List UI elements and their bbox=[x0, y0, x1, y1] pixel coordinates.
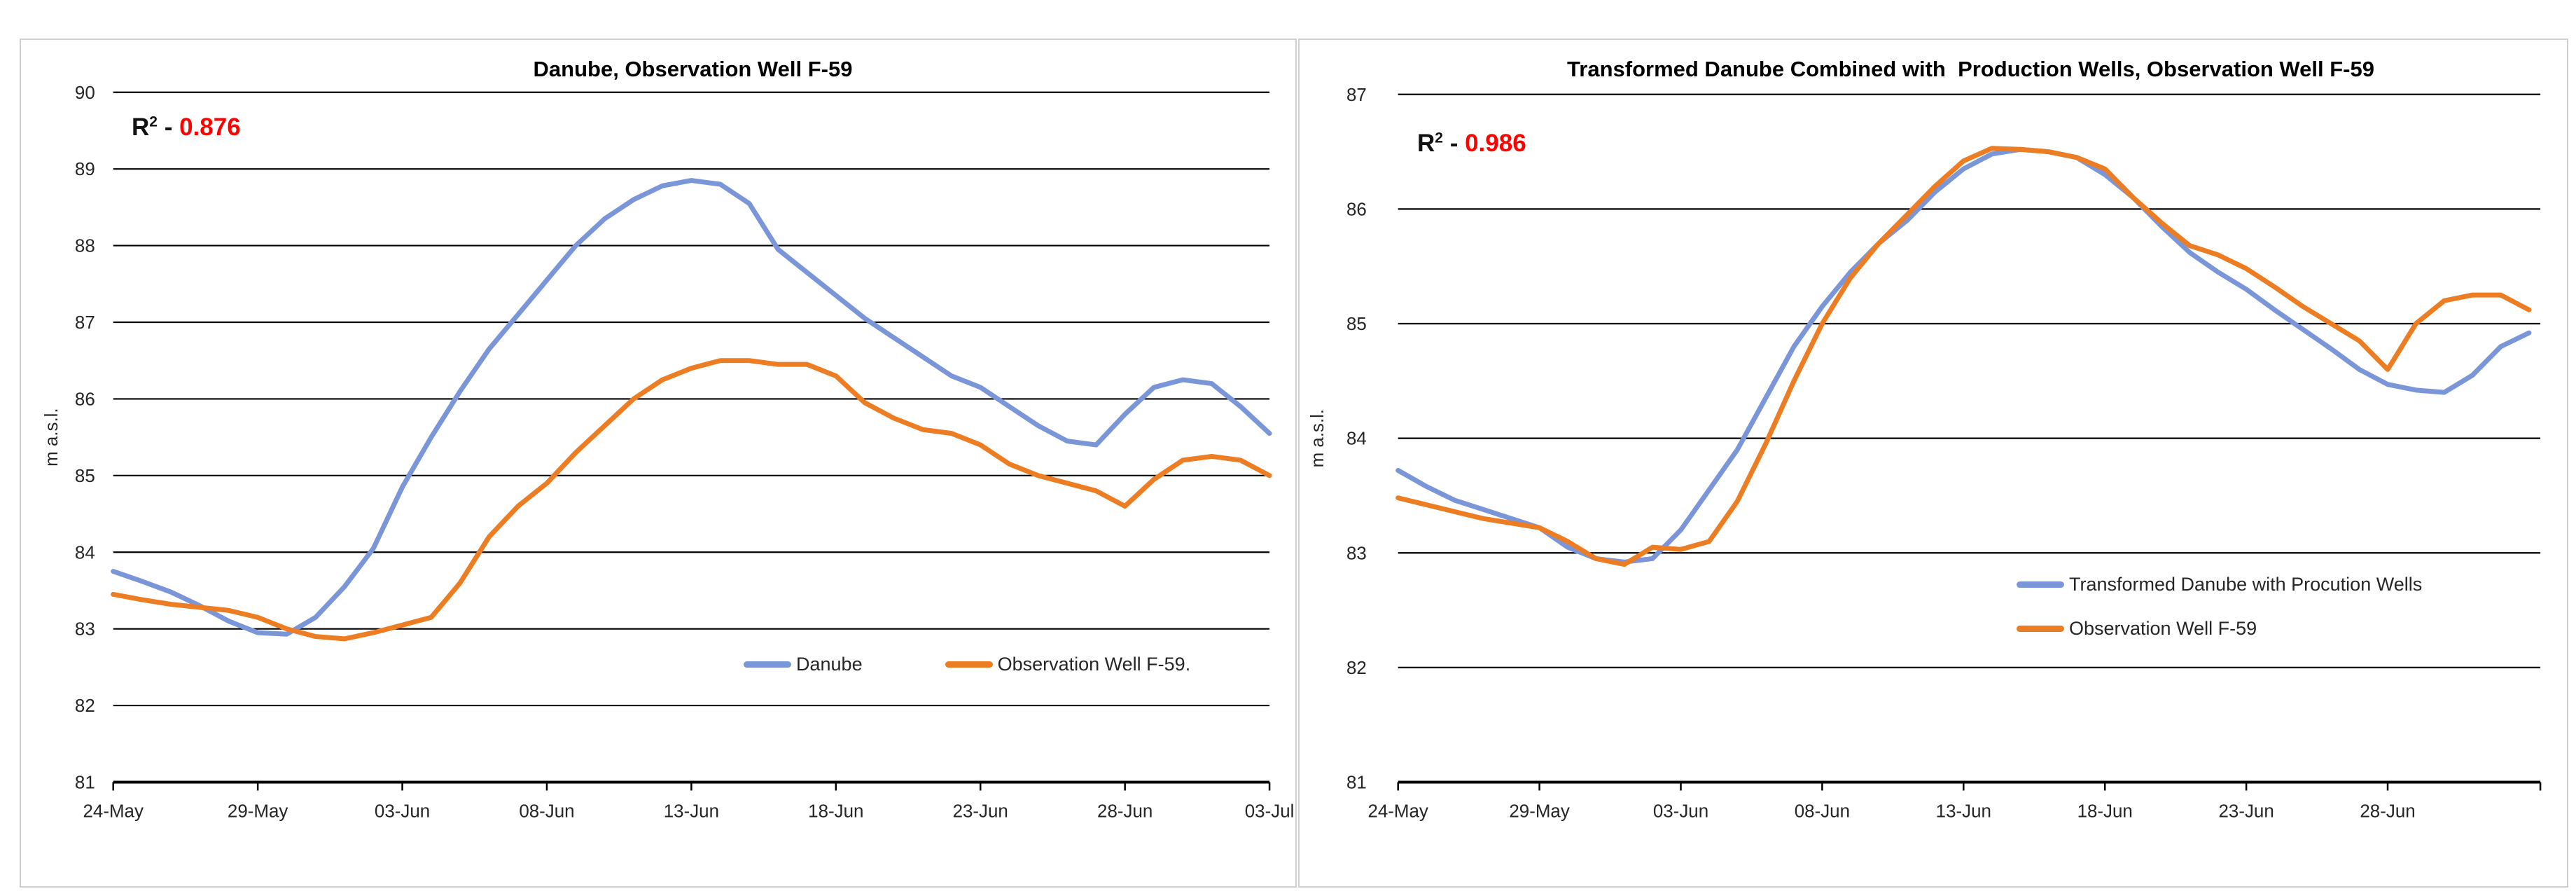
chart-title: Transformed Danube Combined with Product… bbox=[1567, 57, 2374, 81]
legend-label: Transformed Danube with Procution Wells bbox=[2069, 574, 2423, 595]
y-tick-label: 88 bbox=[75, 237, 95, 256]
x-tick-label: 13-Jun bbox=[664, 801, 719, 821]
x-tick-label: 18-Jun bbox=[2077, 801, 2133, 821]
chart-plot-area: 81 82 83 84 85 86 87 88 89 90 24-May 29-May 03-Jun 08… bbox=[42, 83, 1295, 821]
legend-entry: Danube bbox=[744, 654, 863, 675]
y-tick-label: 84 bbox=[1346, 429, 1367, 449]
x-tick-label: 08-Jun bbox=[1795, 801, 1850, 821]
r2-annotation: R2 - 0.876 bbox=[132, 113, 241, 142]
r2-value: 0.986 bbox=[1465, 130, 1526, 157]
x-tick-label: 18-Jun bbox=[808, 801, 863, 821]
chart-title: Danube, Observation Well F-59 bbox=[533, 57, 853, 81]
y-tick-label: 83 bbox=[75, 620, 95, 640]
chart-plot-area: 81 82 83 84 85 86 87 24-May 29-May 03-Jun 08-Jun 13… bbox=[1308, 85, 2542, 821]
y-tick-label: 90 bbox=[75, 83, 95, 103]
chart-panel-danube: Danube, Observation Well F-59 R2 - 0.876… bbox=[20, 39, 1297, 888]
r2-base: R bbox=[132, 113, 150, 141]
y-tick-label: 82 bbox=[1346, 659, 1367, 678]
y-tick-label: 86 bbox=[1346, 200, 1367, 219]
y-tick-label: 87 bbox=[1346, 85, 1367, 105]
legend-label: Danube bbox=[796, 654, 863, 675]
y-tick-label: 89 bbox=[75, 160, 95, 179]
y-tick-label: 84 bbox=[75, 543, 95, 563]
legend-line-marker bbox=[2017, 581, 2064, 588]
y-axis-title: m a.s.l. bbox=[1308, 409, 1328, 467]
chart-panel-transformed-danube: Transformed Danube Combined with Product… bbox=[1298, 39, 2568, 888]
legend-label: Observation Well F-59. bbox=[997, 654, 1191, 675]
x-tick-label: 03-Jul bbox=[1245, 801, 1295, 821]
legend-entry: Observation Well F-59. bbox=[945, 654, 1191, 675]
y-tick-label: 87 bbox=[75, 313, 95, 333]
legend-line-marker bbox=[2017, 626, 2064, 632]
y-tick-label: 86 bbox=[75, 390, 95, 409]
r2-exponent: 2 bbox=[149, 113, 158, 130]
y-axis-title: m a.s.l. bbox=[42, 408, 62, 466]
x-tick-label: 24-May bbox=[83, 801, 143, 821]
r2-exponent: 2 bbox=[1435, 130, 1443, 146]
x-tick-label: 24-May bbox=[1367, 801, 1428, 821]
y-tick-label: 82 bbox=[75, 696, 95, 716]
legend-label: Observation Well F-59 bbox=[2069, 618, 2257, 639]
y-tick-label: 81 bbox=[75, 773, 95, 793]
y-tick-label: 81 bbox=[1346, 773, 1367, 793]
x-tick-label: 28-Jun bbox=[2360, 801, 2415, 821]
legend: Transformed Danube with Procution Wells … bbox=[2017, 574, 2422, 640]
r2-value: 0.876 bbox=[179, 113, 241, 141]
r2-separator: - bbox=[1442, 130, 1465, 157]
x-tick-label: 29-May bbox=[1509, 801, 1569, 821]
x-tick-label: 08-Jun bbox=[519, 801, 574, 821]
y-tick-label: 85 bbox=[75, 467, 95, 486]
r2-separator: - bbox=[157, 113, 180, 141]
x-tick-label: 13-Jun bbox=[1936, 801, 1991, 821]
series-line-transformed-danube-with-procution-wells bbox=[1395, 146, 2532, 565]
x-tick-label: 23-Jun bbox=[953, 801, 1008, 821]
x-tick-label: 03-Jun bbox=[375, 801, 430, 821]
series-line-danube bbox=[111, 178, 1272, 637]
legend-line-marker bbox=[945, 661, 993, 668]
legend-entry: Observation Well F-59 bbox=[2017, 618, 2257, 640]
y-tick-label: 83 bbox=[1346, 544, 1367, 563]
x-tick-label: 29-May bbox=[228, 801, 288, 821]
legend-line-marker bbox=[744, 661, 791, 668]
x-tick-label: 28-Jun bbox=[1097, 801, 1153, 821]
series-line-observation-well-f-59 bbox=[1395, 146, 2532, 567]
legend: Danube Observation Well F-59. bbox=[744, 654, 1190, 675]
x-tick-label: 23-Jun bbox=[2218, 801, 2274, 821]
r2-annotation: R2 - 0.986 bbox=[1417, 130, 1526, 158]
series-line-observation-well-f-59- bbox=[111, 358, 1272, 642]
legend-entry: Transformed Danube with Procution Wells bbox=[2017, 574, 2422, 595]
y-tick-label: 85 bbox=[1346, 315, 1367, 334]
r2-base: R bbox=[1417, 130, 1435, 157]
x-tick-label: 03-Jun bbox=[1653, 801, 1708, 821]
